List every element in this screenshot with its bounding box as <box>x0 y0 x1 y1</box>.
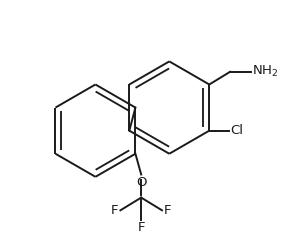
Text: O: O <box>136 176 147 189</box>
Text: NH$_2$: NH$_2$ <box>252 64 278 79</box>
Text: F: F <box>111 204 119 217</box>
Text: F: F <box>164 204 171 217</box>
Text: Cl: Cl <box>230 124 243 137</box>
Text: F: F <box>137 221 145 234</box>
